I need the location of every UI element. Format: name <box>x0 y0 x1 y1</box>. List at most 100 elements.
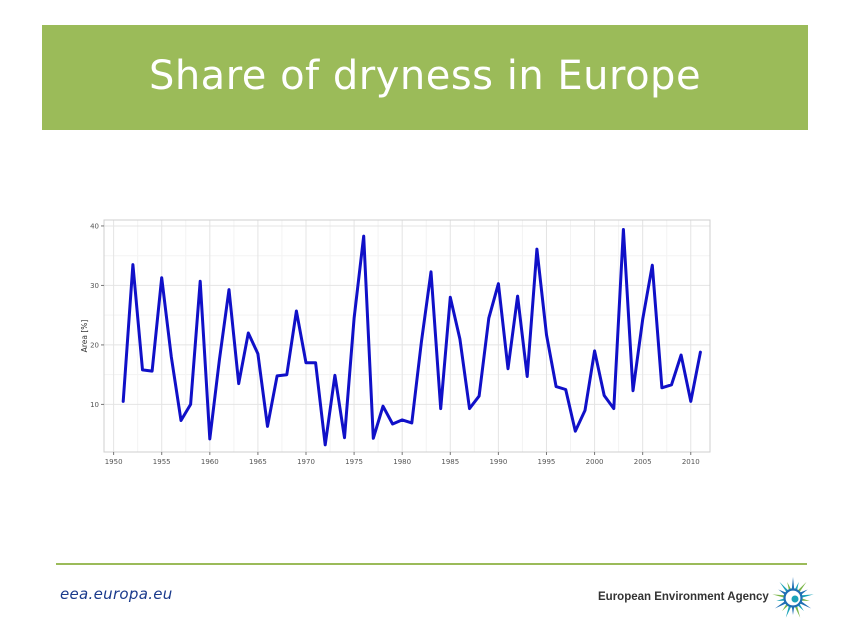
data-point <box>314 362 317 364</box>
logo-ray <box>785 605 792 618</box>
logo-ray <box>791 605 795 615</box>
footer-divider <box>56 563 807 565</box>
data-point <box>516 295 519 297</box>
data-point <box>564 388 567 391</box>
data-point <box>257 353 259 355</box>
y-tick-label: 10 <box>90 401 99 409</box>
data-point <box>199 280 201 283</box>
data-point <box>151 370 153 372</box>
data-point <box>468 407 471 410</box>
logo-ray <box>800 594 814 598</box>
x-tick-label: 1965 <box>249 458 267 466</box>
logo-ray <box>779 581 789 593</box>
x-tick-label: 1950 <box>105 458 123 466</box>
x-tick-label: 1970 <box>297 458 315 466</box>
logo-ray <box>797 581 807 593</box>
data-point <box>276 375 278 377</box>
data-point <box>180 419 182 422</box>
data-point <box>218 359 221 361</box>
logo-ray <box>774 600 787 609</box>
y-axis-label: Area [%] <box>80 320 89 353</box>
y-tick-label: 30 <box>90 282 99 290</box>
data-point <box>343 436 346 439</box>
slide-title: Share of dryness in Europe <box>148 52 702 99</box>
data-point <box>497 282 500 285</box>
x-tick-label: 1960 <box>201 458 219 466</box>
agency-name: European Environment Agency <box>598 591 769 603</box>
data-point <box>430 271 432 273</box>
footer-url-link[interactable]: eea.europa.eu <box>60 585 173 603</box>
data-point <box>641 318 644 321</box>
data-point <box>613 407 615 410</box>
logo-ray <box>799 600 812 609</box>
x-tick-label: 2000 <box>586 458 604 466</box>
data-point <box>545 334 548 336</box>
data-point <box>247 332 250 334</box>
logo-ray <box>787 582 792 591</box>
data-point <box>449 296 452 299</box>
data-point <box>237 382 240 385</box>
x-tick-label: 2005 <box>634 458 652 466</box>
data-point <box>382 405 384 407</box>
x-tick-label: 2010 <box>682 458 700 466</box>
data-point <box>160 276 163 279</box>
data-point <box>401 419 404 421</box>
data-point <box>266 425 269 428</box>
chart-container: 1950 1955 1960 1965 1970 1975 1980 1985 1990 1995… <box>78 212 718 472</box>
data-point <box>488 317 490 319</box>
data-point <box>574 430 577 432</box>
title-band: Share of dryness in Europe <box>42 25 808 130</box>
data-point <box>661 387 663 389</box>
data-point <box>334 374 336 377</box>
data-point-layer <box>122 228 702 446</box>
plot-panel-border <box>103 219 711 453</box>
data-point <box>593 350 596 352</box>
logo-ray <box>794 582 799 591</box>
logo-ray <box>791 577 795 591</box>
data-point <box>439 407 442 410</box>
tick-label-layer: 1950 1955 1960 1965 1970 1975 1980 1985 1990 1995… <box>90 222 700 466</box>
data-point <box>286 373 288 376</box>
y-tick-label: 20 <box>90 341 99 349</box>
data-point <box>420 341 423 343</box>
dryness-line-chart: 1950 1955 1960 1965 1970 1975 1980 1985 1990 1995… <box>80 219 711 466</box>
logo-center-dot <box>791 595 799 603</box>
logo-ray <box>800 598 810 601</box>
data-point <box>391 423 394 425</box>
x-tick-label: 1980 <box>393 458 411 466</box>
data-point <box>122 400 124 403</box>
data-point <box>305 362 307 364</box>
data-point <box>362 235 365 237</box>
data-point <box>584 409 586 412</box>
data-point <box>526 375 528 378</box>
data-point <box>209 438 211 440</box>
data-point <box>555 385 557 388</box>
data-point <box>507 367 509 370</box>
data-point <box>632 389 634 392</box>
logo-ray <box>776 598 786 601</box>
data-point <box>459 338 461 340</box>
logo-ray <box>794 605 801 618</box>
data-point <box>622 228 625 231</box>
data-point <box>141 369 144 371</box>
data-point <box>228 288 230 291</box>
data-point <box>670 384 673 386</box>
data-point <box>411 422 413 424</box>
data-point <box>478 395 480 397</box>
x-tick-label: 1985 <box>441 458 459 466</box>
tick-layer <box>101 225 692 455</box>
logo-ray <box>772 594 786 598</box>
x-tick-label: 1975 <box>345 458 363 466</box>
data-point <box>651 264 654 266</box>
data-point <box>372 437 375 440</box>
data-point <box>132 263 134 266</box>
data-point <box>680 354 682 356</box>
data-point <box>603 394 605 397</box>
data-point <box>699 351 702 353</box>
data-point <box>690 400 692 403</box>
data-point <box>189 403 192 406</box>
data-point <box>170 356 173 358</box>
y-tick-label: 40 <box>90 222 99 230</box>
data-point <box>324 444 326 446</box>
